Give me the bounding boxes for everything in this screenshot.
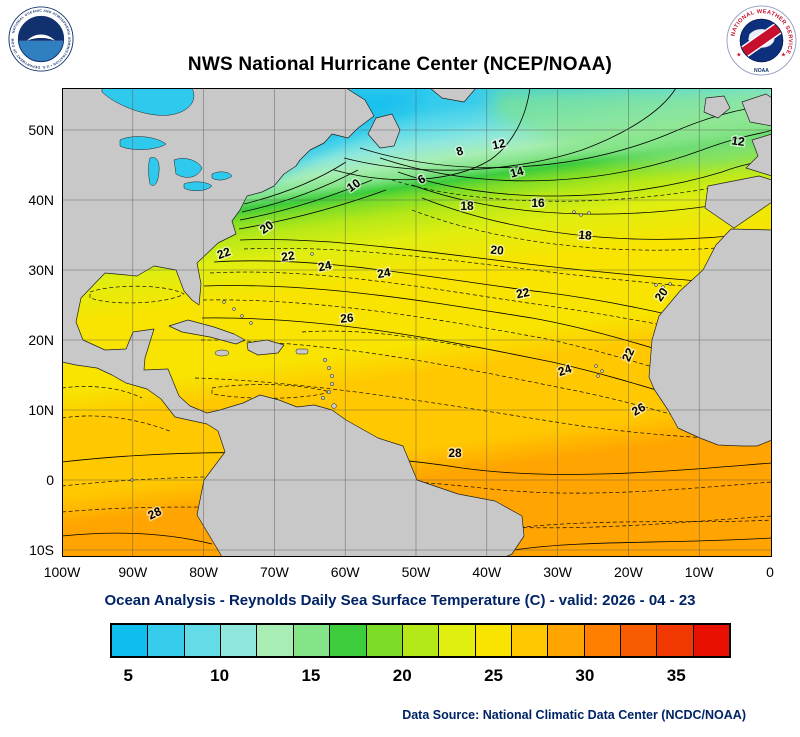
x-axis-tick: 70W (259, 564, 289, 580)
grid-lines (62, 88, 772, 557)
lake-superior (119, 136, 167, 150)
page-title: NWS National Hurricane Center (NCEP/NOAA… (187, 54, 613, 75)
ireland-landmass (703, 95, 731, 119)
contour-label: 22 (515, 285, 531, 302)
x-axis-tick: 40W (472, 564, 502, 580)
colorbar-tick-label: 35 (666, 666, 686, 685)
puerto-rico-island (295, 348, 309, 355)
contour-label: 26 (340, 311, 355, 326)
colorbar-cell (148, 625, 185, 656)
contour-label: 24 (317, 258, 333, 275)
greenland-tip-landmass (429, 88, 477, 103)
x-axis: 100W 90W 80W 70W 60W 50W 40W 30W 20W 10W 0 (0, 564, 800, 586)
colorbar-cell (184, 625, 222, 656)
temperature-colorbar (110, 623, 731, 658)
jamaica-island (214, 349, 230, 357)
y-axis-tick: 50N (28, 122, 54, 138)
colorbar-tick-label: 5 (123, 666, 133, 685)
lake-michigan (148, 157, 160, 186)
map-caption: Ocean Analysis - Reynolds Daily Sea Surf… (104, 592, 696, 609)
colorbar-cell (657, 625, 694, 656)
colorbar-cell (475, 625, 512, 656)
data-source-text: Data Source: National Climatic Data Cent… (402, 708, 746, 722)
contour-label: 24 (556, 361, 573, 379)
colorbar-cell (257, 625, 294, 656)
y-axis-tick: 10N (28, 402, 54, 418)
y-axis-tick: 0 (46, 472, 54, 488)
nws-bottom-text: NOAA (754, 68, 769, 74)
nws-star-right-icon: ★ (781, 52, 786, 59)
colorbar-cell (548, 625, 585, 656)
nws-star-left-icon: ★ (736, 52, 741, 59)
colorbar-cell (621, 625, 658, 656)
x-axis-tick: 10W (684, 564, 714, 580)
y-axis-tick: 30N (28, 262, 54, 278)
lake-ontario (211, 171, 233, 181)
lake-erie (183, 181, 213, 191)
britain-landmass (741, 93, 772, 127)
colorbar-cell (330, 625, 367, 656)
colorbar-cell (693, 625, 730, 656)
colorbar-cell (293, 625, 331, 656)
lake-huron (173, 158, 203, 178)
contour-label: 24 (376, 265, 392, 281)
colorbar-cell (511, 625, 549, 656)
nws-logo: NATIONAL WEATHER SERVICE ★ ★ NOAA (726, 5, 797, 76)
colorbar-tick-label: 15 (301, 666, 321, 685)
france-landmass (745, 133, 772, 177)
noaa-logo: NATIONAL OCEANIC AND ATMOSPHERIC ADMINIS… (8, 6, 74, 72)
x-axis-tick: 100W (43, 564, 81, 580)
contour-label: 14 (509, 164, 526, 181)
lakes (101, 88, 233, 191)
colorbar-tick-label: 30 (575, 666, 595, 685)
y-axis: 50N 40N 30N 20N 10N 0 10S (0, 0, 56, 737)
colorbar-cell (439, 625, 476, 656)
small-islands (130, 210, 672, 482)
y-axis-tick: 20N (28, 332, 54, 348)
hudson-bay (101, 88, 195, 116)
noaa-seagull-icon (26, 34, 56, 41)
x-axis-tick: 30W (543, 564, 572, 580)
contour-label: 16 (531, 196, 545, 210)
africa-landmass (648, 228, 772, 447)
y-axis-tick: 10S (29, 542, 54, 558)
contour-label: 22 (280, 248, 295, 264)
nws-globe-icon (740, 19, 783, 62)
colorbar-tick-label: 20 (392, 666, 412, 685)
colorbar-cell (584, 625, 622, 656)
americas-landmass (62, 88, 525, 557)
land-masses (62, 88, 772, 557)
colorbar-cell (402, 625, 440, 656)
x-axis-tick: 20W (613, 564, 643, 580)
x-axis-tick: 60W (330, 564, 360, 580)
contour-label: 28 (448, 446, 462, 460)
contour-label: 20 (490, 243, 505, 258)
iberia-landmass (704, 175, 772, 229)
newfoundland-landmass (367, 113, 401, 149)
colorbar-cell (366, 625, 403, 656)
y-axis-tick: 40N (28, 192, 54, 208)
x-axis-tick: 90W (118, 564, 148, 580)
x-axis-tick: 80W (189, 564, 218, 580)
colorbar-cell (112, 625, 149, 656)
contour-label: 12 (491, 136, 507, 153)
contour-label: 18 (460, 199, 474, 213)
contour-label: 12 (731, 133, 746, 149)
contour-label: 18 (578, 228, 593, 243)
colorbar-tick-labels: 5 10 15 20 25 30 35 (110, 666, 731, 690)
x-axis-tick: 50W (401, 564, 431, 580)
colorbar-tick-label: 25 (484, 666, 504, 685)
x-axis-tick: 0 (766, 564, 774, 580)
colorbar-tick-label: 10 (210, 666, 230, 685)
colorbar-cell (221, 625, 258, 656)
